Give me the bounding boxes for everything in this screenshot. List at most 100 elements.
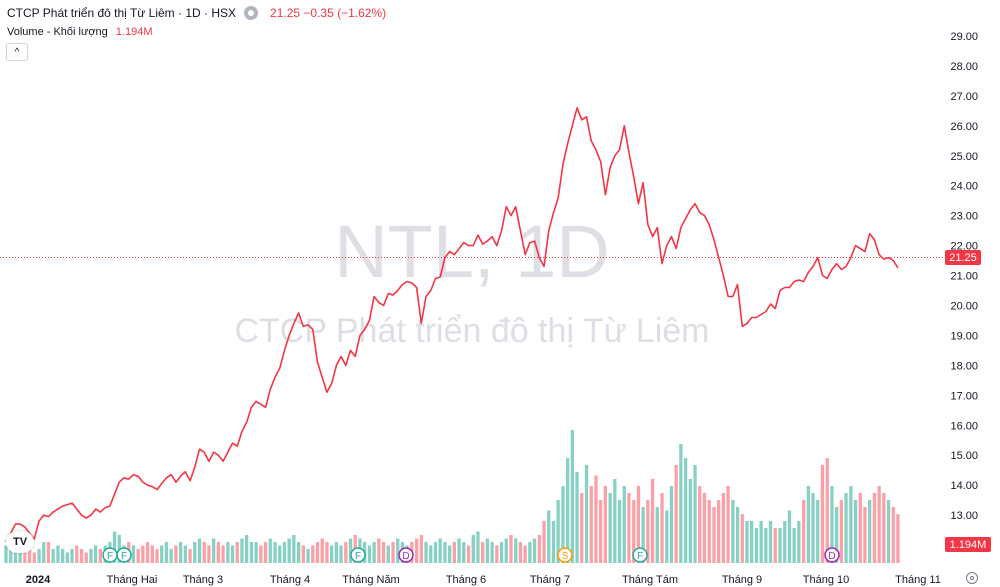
volume-bar [65,552,69,563]
volume-bar [56,545,60,563]
volume-bar [348,538,353,563]
price-change: −0.35 (−1.62%) [303,6,387,20]
volume-bar [495,545,499,563]
volume-bar [514,538,518,563]
eye-icon[interactable] [244,6,259,20]
y-tick-label: 18.00 [950,360,978,372]
volume-bar [509,535,513,563]
volume-bar [806,486,810,563]
event-marker[interactable]: F [350,547,366,563]
volume-bar [9,549,13,563]
svg-text:S: S [562,551,569,562]
volume-bar [141,545,145,563]
volume-bar [882,493,886,563]
volume-bar [315,542,320,563]
volume-bar [830,486,834,563]
volume-bar [518,542,523,563]
y-tick-label: 17.00 [950,390,978,402]
volume-bar [155,549,159,563]
y-tick-label: 21.00 [950,271,978,283]
volume-bar [325,542,329,563]
volume-bar [438,538,442,563]
event-marker[interactable]: D [824,547,840,563]
volume-bar [419,535,423,563]
volume-bar [197,538,202,563]
symbol-title[interactable]: CTCP Phát triển đô thị Từ Liêm · 1D · HS… [7,6,237,20]
volume-bar [481,542,485,563]
event-marker[interactable]: S [557,547,573,563]
volume-bar [768,521,773,563]
volume-bar [698,486,702,563]
volume-bar [679,444,683,563]
event-marker[interactable]: F [116,547,132,563]
last-price: 21.25 [270,6,301,20]
volume-value: 1.194M [115,26,153,38]
volume-bar [334,542,338,563]
volume-bar [896,514,900,563]
volume-label[interactable]: Volume - Khối lượng [7,26,108,38]
volume-bar [292,535,296,563]
volume-bar [551,521,556,563]
volume-bar [872,493,877,563]
volume-bar [868,500,872,563]
volume-bar [42,542,46,563]
volume-bar [429,545,433,563]
volume-bar [344,542,348,563]
volume-bar [179,542,183,563]
event-marker[interactable]: F [102,547,118,563]
price-line[interactable] [5,107,899,543]
volume-bar [589,486,593,563]
price-axis[interactable]: 12.0013.0014.0015.0016.0017.0018.0019.00… [950,31,978,552]
volume-bar [320,538,324,563]
volume-bar [655,507,659,563]
svg-text:F: F [637,551,643,562]
y-tick-label: 22.00 [950,241,978,253]
watermark-company: CTCP Phát triển đô thị Từ Liêm [234,312,709,350]
volume-bar [773,528,777,563]
volume-bar [599,500,603,563]
volume-bar [164,542,169,563]
y-tick-label: 14.00 [950,480,978,492]
time-axis[interactable]: 2024 Tháng Hai Tháng 3 Tháng 4 Tháng Năm Thán… [26,574,941,586]
event-marker[interactable]: D [398,547,414,563]
y-tick-label: 25.00 [950,151,978,163]
volume-bar [684,458,688,563]
volume-bar [528,542,532,563]
volume-bar [735,507,740,563]
volume-bar [330,545,334,563]
svg-text:D: D [828,551,835,562]
volume-bar [712,507,716,563]
volume-bar [665,510,669,563]
collapse-legend-button[interactable]: ^ [6,43,28,61]
volume-bar [448,545,452,563]
volume-bar [386,545,390,563]
volume-bar [778,528,782,563]
volume-bar [702,493,707,563]
y-tick-label: 26.00 [950,121,978,133]
volume-bar [802,500,806,563]
y-tick-label: 20.00 [950,301,978,313]
volume-bar [476,531,480,563]
watermark: NTL, 1D CTCP Phát triển đô thị Từ Liêm [234,210,709,350]
volume-bar [750,521,754,563]
volume-bar [462,542,466,563]
y-tick-label: 28.00 [950,61,978,73]
volume-bar [278,545,282,563]
volume-bar [391,542,395,563]
volume-bar [424,542,428,563]
volume-bar [547,510,551,563]
volume-bar [61,549,65,563]
volume-bar [136,549,140,563]
volume-bar [202,542,206,563]
volume-bar [646,500,650,563]
volume-bar [287,538,291,563]
tradingview-logo[interactable]: TV [6,531,34,553]
volume-bar [23,545,27,563]
event-marker[interactable]: F [632,547,648,563]
x-tick-label: Tháng 7 [530,574,570,586]
volume-bar [145,542,150,563]
volume-bar [94,545,98,563]
gear-icon[interactable] [966,572,978,584]
